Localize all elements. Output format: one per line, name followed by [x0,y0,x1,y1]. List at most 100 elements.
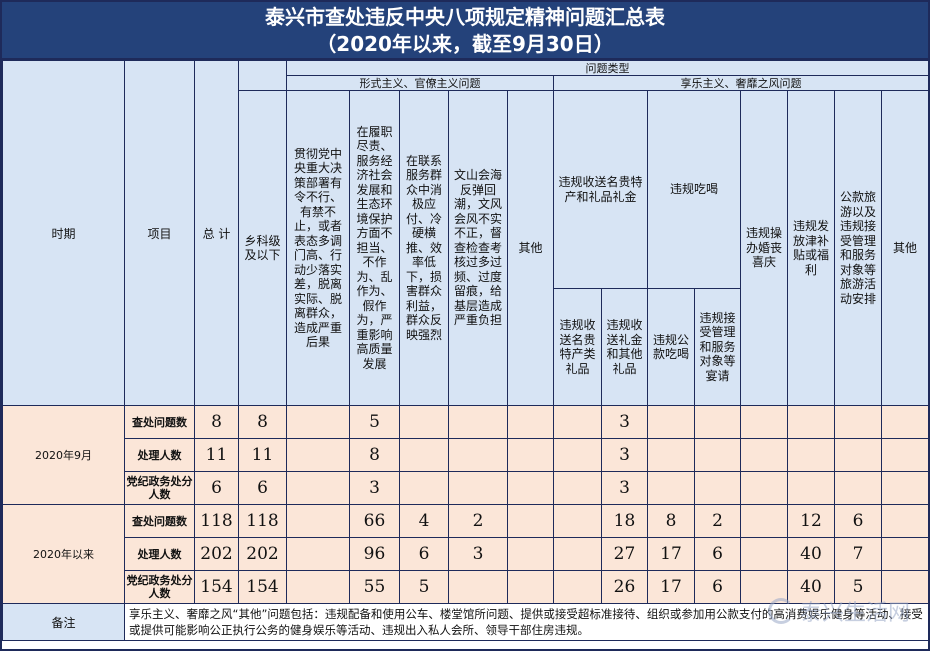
cell: 66 [349,504,400,538]
cell: 3 [448,537,508,571]
cell [448,438,508,472]
cell: 5 [349,405,400,439]
title-line-2: （2020年以来，截至9月30日） [316,32,614,56]
cell: 118 [238,504,287,538]
cell [553,504,602,538]
cell: 12 [787,504,835,538]
cell [880,471,930,505]
cell: 154 [238,570,287,604]
cell: 2 [694,504,741,538]
cell: 11 [194,438,239,472]
cell: 118 [194,504,239,538]
cell [507,471,554,505]
header-dining-banquet: 违规接受管理和服务对象等宴请 [694,288,741,406]
cell [399,438,449,472]
cell [787,405,835,439]
cell [834,438,882,472]
cell: 7 [834,537,882,571]
cell [553,570,602,604]
header-gifts-cash: 违规收送礼金和其他礼品 [601,288,648,406]
header-dining-public: 违规公款吃喝 [647,288,695,406]
cell [740,438,788,472]
cell [740,570,788,604]
table-row: 2020年以来 查处问题数 118 118 66 4 2 18 8 2 12 6 [2,504,930,604]
cell [286,570,350,604]
cell [880,570,930,604]
cell [880,537,930,571]
cell: 96 [349,537,400,571]
cell: 6 [399,537,449,571]
table-row: 处理人数 11 11 8 3 [2,438,930,472]
row-label: 查处问题数 [124,405,195,439]
table-row: 处理人数 202 202 96 6 3 27 17 6 40 7 [2,537,930,571]
header-formalism-2-text: 在履职尽责、服务经济社会发展和生态环境保护方面不担当、不作为、乱作为、假作为，严… [356,124,393,371]
header-formalism-1-text: 贯彻党中央重大决策部署有令不行、有禁不止，或者表态多调门高、行动少落实差，脱离实… [293,146,342,350]
cell [507,537,554,571]
cell [553,438,602,472]
cell [286,504,350,538]
table-row: 党纪政务处分人数 6 6 3 3 [2,471,930,505]
cell [694,471,741,505]
cell [507,405,554,439]
sheet-title: 泰兴市查处违反中央八项规定精神问题汇总表 （2020年以来，截至9月30日） [2,2,928,60]
cell [740,471,788,505]
table-row: 党纪政务处分人数 154 154 55 5 26 17 6 40 5 [2,570,930,604]
header-township-blank [238,60,287,91]
header-dining: 违规吃喝 [647,90,741,289]
cell [286,471,350,505]
summary-table: 时期 项目 总 计 问题类型 形式主义、官僚主义问题 享乐主义、奢靡之风问题 乡… [2,60,930,641]
cell [507,438,554,472]
note-text: 享乐主义、奢靡之风“其他”问题包括：违规配备和使用公车、楼堂馆所问题、提供或接受… [123,603,930,641]
cell [880,405,930,439]
period-cell: 2020年以来 [2,504,125,604]
row-label: 处理人数 [124,537,195,571]
title-line-1: 泰兴市查处违反中央八项规定精神问题汇总表 [265,5,665,29]
cell: 6 [238,471,287,505]
cell: 5 [834,570,882,604]
cell [740,405,788,439]
header-township: 乡科级及以下 [238,90,287,406]
cell: 8 [238,405,287,439]
note-label: 备注 [2,603,125,641]
cell [507,504,554,538]
cell [448,405,508,439]
header-problem-type: 问题类型 [285,60,930,76]
cell [286,537,350,571]
cell: 3 [349,471,400,505]
cell: 8 [194,405,239,439]
row-label: 处理人数 [124,438,195,472]
table-row: 2020年9月 查处问题数 8 8 5 3 [2,405,930,505]
cell: 154 [194,570,239,604]
cell [880,438,930,472]
header-hedonism: 享乐主义、奢靡之风问题 [552,75,930,91]
header-formalism-4: 文山会海反弹回潮，文风会风不实不正，督查检查考核过多过频、过度留痕，给基层造成严… [448,90,508,406]
header-period: 时期 [2,60,125,406]
cell [647,471,695,505]
cell: 6 [694,537,741,571]
cell: 202 [194,537,239,571]
cell [448,471,508,505]
cell: 3 [601,405,648,439]
period-cell: 2020年9月 [2,405,125,505]
cell [553,537,602,571]
header-ceremonies: 违规操办婚丧喜庆 [740,90,788,406]
cell [834,405,882,439]
cell: 6 [834,504,882,538]
cell [740,537,788,571]
header-hedonism-other: 其他 [880,90,930,406]
cell [694,438,741,472]
header-formalism-2: 在履职尽责、服务经济社会发展和生态环境保护方面不担当、不作为、乱作为、假作为，严… [349,90,400,406]
cell [399,471,449,505]
header-total: 总 计 [194,60,239,406]
cell: 6 [194,471,239,505]
cell: 8 [647,504,695,538]
header-formalism-3-text: 在联系服务群众中消极应付、冷硬横推、效率低下，损害群众利益，群众反映强烈 [405,153,442,342]
header-subsidies: 违规发放津补贴或福利 [787,90,835,406]
cell [553,405,602,439]
cell: 11 [238,438,287,472]
header-formalism-other: 其他 [507,90,554,406]
cell [787,438,835,472]
cell [286,438,350,472]
cell: 3 [601,438,648,472]
header-formalism-3: 在联系服务群众中消极应付、冷硬横推、效率低下，损害群众利益，群众反映强烈 [399,90,449,406]
